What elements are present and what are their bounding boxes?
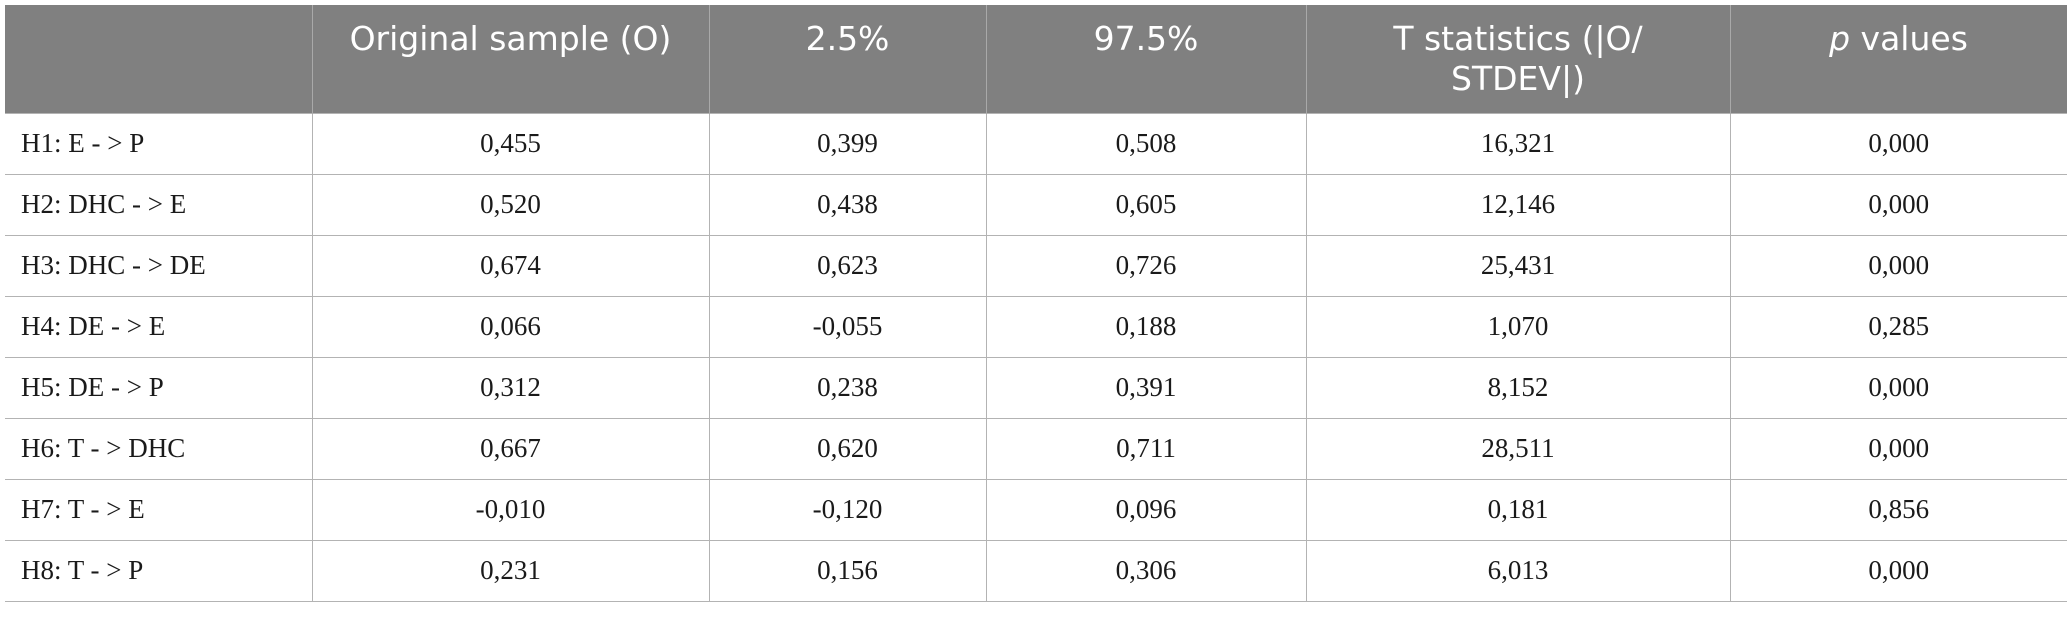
header-hypothesis bbox=[5, 5, 313, 113]
cell-97-5-percent: 0,508 bbox=[985, 112, 1307, 175]
cell-hypothesis: H7: T - > E bbox=[5, 478, 313, 541]
cell-t-statistic: 0,181 bbox=[1305, 478, 1731, 541]
table-row: H5: DE - > P 0,312 0,238 0,391 8,152 0,000 bbox=[5, 356, 2067, 419]
cell-hypothesis: H2: DHC - > E bbox=[5, 173, 313, 236]
cell-97-5-percent: 0,726 bbox=[985, 234, 1307, 297]
cell-original-sample: 0,066 bbox=[311, 295, 710, 358]
cell-97-5-percent: 0,711 bbox=[985, 417, 1307, 480]
cell-97-5-percent: 0,391 bbox=[985, 356, 1307, 419]
results-table: Original sample (O) 2.5% 97.5% T statist… bbox=[5, 5, 2067, 602]
cell-hypothesis: H4: DE - > E bbox=[5, 295, 313, 358]
table-row: H1: E - > P 0,455 0,399 0,508 16,321 0,000 bbox=[5, 112, 2067, 175]
cell-97-5-percent: 0,306 bbox=[985, 539, 1307, 602]
cell-p-value: 0,000 bbox=[1729, 539, 2067, 602]
cell-p-value: 0,000 bbox=[1729, 112, 2067, 175]
cell-97-5-percent: 0,096 bbox=[985, 478, 1307, 541]
cell-t-statistic: 1,070 bbox=[1305, 295, 1731, 358]
cell-p-value: 0,000 bbox=[1729, 356, 2067, 419]
cell-t-statistic: 8,152 bbox=[1305, 356, 1731, 419]
table-row: H2: DHC - > E 0,520 0,438 0,605 12,146 0,000 bbox=[5, 173, 2067, 236]
table-row: H4: DE - > E 0,066 -0,055 0,188 1,070 0,285 bbox=[5, 295, 2067, 358]
cell-97-5-percent: 0,188 bbox=[985, 295, 1307, 358]
cell-2-5-percent: -0,120 bbox=[708, 478, 987, 541]
table-body: H1: E - > P 0,455 0,399 0,508 16,321 0,000 H2:… bbox=[5, 112, 2067, 602]
header-97-5-percent: 97.5% bbox=[985, 5, 1307, 113]
cell-2-5-percent: 0,623 bbox=[708, 234, 987, 297]
header-original-sample: Original sample (O) bbox=[311, 5, 710, 113]
cell-hypothesis: H1: E - > P bbox=[5, 112, 313, 175]
cell-p-value: 0,285 bbox=[1729, 295, 2067, 358]
header-row: Original sample (O) 2.5% 97.5% T statist… bbox=[5, 5, 2067, 113]
table-row: H8: T - > P 0,231 0,156 0,306 6,013 0,000 bbox=[5, 539, 2067, 602]
table-row: H6: T - > DHC 0,667 0,620 0,711 28,511 0,000 bbox=[5, 417, 2067, 480]
table-row: H3: DHC - > DE 0,674 0,623 0,726 25,431 0,000 bbox=[5, 234, 2067, 297]
cell-original-sample: 0,520 bbox=[311, 173, 710, 236]
cell-t-statistic: 6,013 bbox=[1305, 539, 1731, 602]
table-row: H7: T - > E -0,010 -0,120 0,096 0,181 0,856 bbox=[5, 478, 2067, 541]
header-p-italic: p bbox=[1829, 19, 1851, 58]
cell-original-sample: 0,231 bbox=[311, 539, 710, 602]
cell-2-5-percent: 0,438 bbox=[708, 173, 987, 236]
cell-original-sample: 0,674 bbox=[311, 234, 710, 297]
table-header: Original sample (O) 2.5% 97.5% T statist… bbox=[5, 5, 2067, 113]
cell-2-5-percent: -0,055 bbox=[708, 295, 987, 358]
cell-hypothesis: H3: DHC - > DE bbox=[5, 234, 313, 297]
cell-hypothesis: H6: T - > DHC bbox=[5, 417, 313, 480]
cell-t-statistic: 12,146 bbox=[1305, 173, 1731, 236]
cell-p-value: 0,000 bbox=[1729, 234, 2067, 297]
header-p-rest: values bbox=[1850, 19, 1968, 58]
cell-p-value: 0,000 bbox=[1729, 173, 2067, 236]
cell-t-statistic: 25,431 bbox=[1305, 234, 1731, 297]
cell-original-sample: -0,010 bbox=[311, 478, 710, 541]
cell-2-5-percent: 0,620 bbox=[708, 417, 987, 480]
cell-p-value: 0,856 bbox=[1729, 478, 2067, 541]
cell-p-value: 0,000 bbox=[1729, 417, 2067, 480]
cell-original-sample: 0,312 bbox=[311, 356, 710, 419]
cell-hypothesis: H8: T - > P bbox=[5, 539, 313, 602]
header-2-5-percent: 2.5% bbox=[708, 5, 987, 113]
cell-hypothesis: H5: DE - > P bbox=[5, 356, 313, 419]
header-t-statistics: T statistics (|O/ STDEV|) bbox=[1305, 5, 1731, 113]
header-p-values: p values bbox=[1729, 5, 2067, 113]
cell-original-sample: 0,455 bbox=[311, 112, 710, 175]
cell-97-5-percent: 0,605 bbox=[985, 173, 1307, 236]
cell-2-5-percent: 0,238 bbox=[708, 356, 987, 419]
cell-original-sample: 0,667 bbox=[311, 417, 710, 480]
cell-t-statistic: 16,321 bbox=[1305, 112, 1731, 175]
cell-2-5-percent: 0,399 bbox=[708, 112, 987, 175]
cell-2-5-percent: 0,156 bbox=[708, 539, 987, 602]
cell-t-statistic: 28,511 bbox=[1305, 417, 1731, 480]
